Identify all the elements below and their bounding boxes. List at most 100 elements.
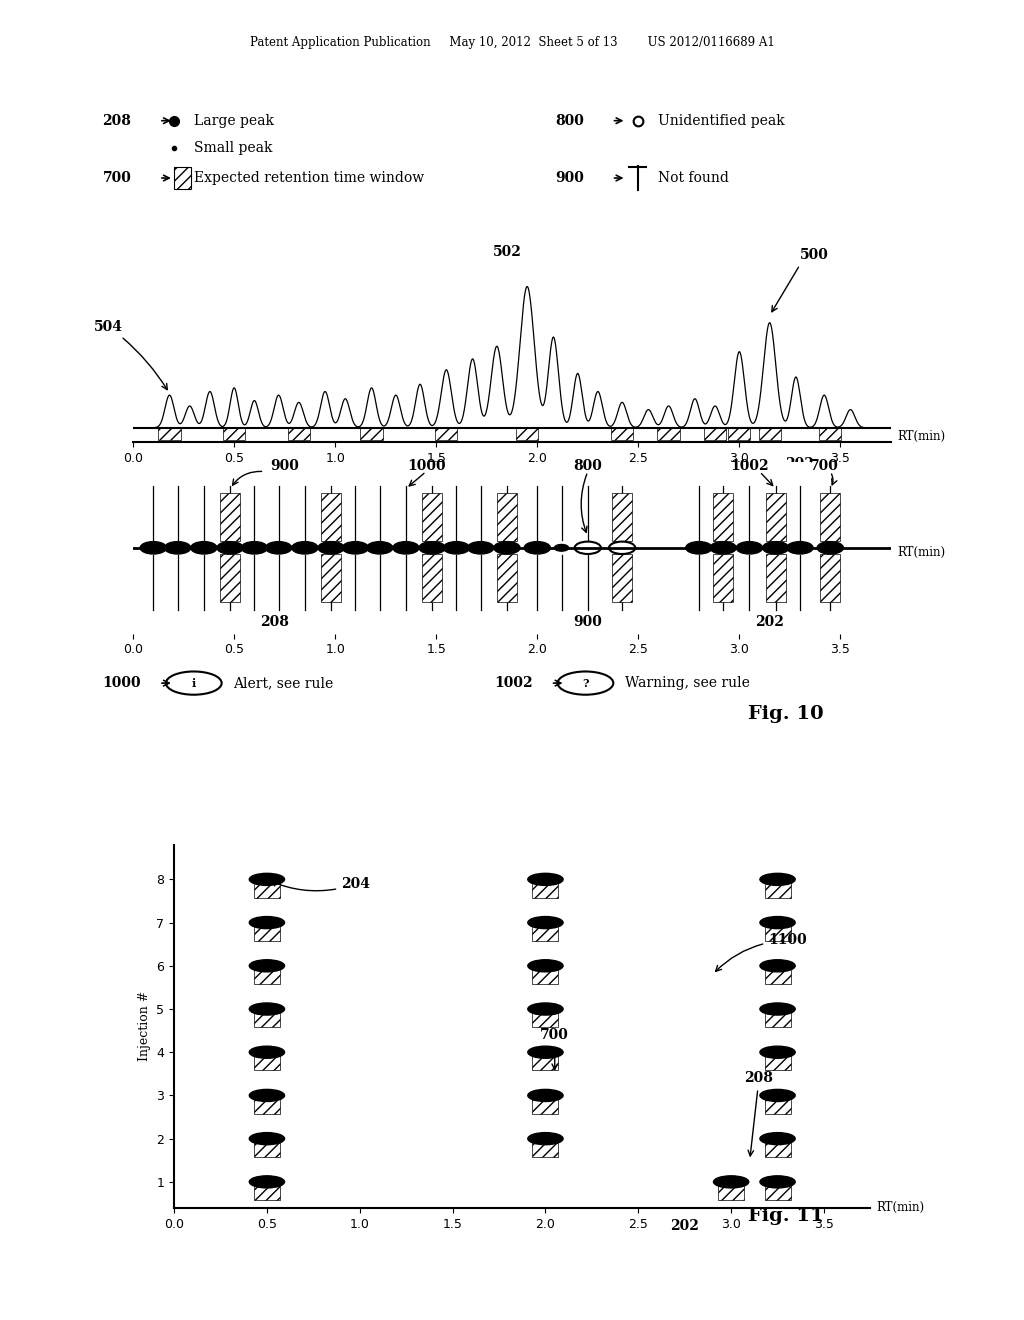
Bar <box>532 923 558 941</box>
Bar <box>174 168 191 189</box>
Text: Unidentified peak: Unidentified peak <box>657 114 784 128</box>
Bar <box>254 1139 280 1156</box>
Text: 700: 700 <box>810 458 839 473</box>
Text: 500: 500 <box>800 248 828 263</box>
Bar <box>713 554 733 602</box>
Bar <box>765 1008 791 1027</box>
Text: 1000: 1000 <box>407 458 445 473</box>
Text: RT(min): RT(min) <box>876 1201 924 1214</box>
Ellipse shape <box>249 1047 285 1059</box>
Bar <box>657 428 680 441</box>
Circle shape <box>393 541 419 554</box>
Circle shape <box>217 541 244 554</box>
Circle shape <box>318 541 344 554</box>
Text: 502: 502 <box>493 244 521 259</box>
Bar <box>532 1096 558 1114</box>
Bar <box>766 494 785 541</box>
Ellipse shape <box>527 916 563 929</box>
Circle shape <box>342 541 369 554</box>
Circle shape <box>242 541 267 554</box>
Text: 202: 202 <box>671 1218 699 1233</box>
Ellipse shape <box>714 1176 749 1188</box>
Bar <box>820 554 841 602</box>
Ellipse shape <box>249 1089 285 1101</box>
Text: Expected retention time window: Expected retention time window <box>194 172 424 185</box>
Text: 204: 204 <box>271 876 371 891</box>
Text: 1002: 1002 <box>730 458 769 473</box>
Text: Warning, see rule: Warning, see rule <box>625 676 750 690</box>
Circle shape <box>736 541 763 554</box>
Ellipse shape <box>760 1003 796 1015</box>
Bar <box>435 428 458 441</box>
Bar <box>532 1008 558 1027</box>
Bar <box>516 428 539 441</box>
Bar <box>254 1052 280 1071</box>
Ellipse shape <box>760 916 796 929</box>
Bar <box>220 494 241 541</box>
Bar <box>254 1096 280 1114</box>
Circle shape <box>710 541 736 554</box>
Bar <box>765 966 791 983</box>
Circle shape <box>140 541 167 554</box>
Text: 700: 700 <box>102 172 131 185</box>
Circle shape <box>786 541 813 554</box>
Ellipse shape <box>249 960 285 972</box>
Bar <box>254 923 280 941</box>
Ellipse shape <box>760 1047 796 1059</box>
Text: 900: 900 <box>555 172 584 185</box>
Bar <box>288 428 310 441</box>
Ellipse shape <box>249 1003 285 1015</box>
Text: 1002: 1002 <box>495 676 532 690</box>
Bar <box>765 879 791 898</box>
Bar <box>254 1181 280 1200</box>
Bar <box>766 554 785 602</box>
Bar <box>611 428 633 441</box>
Bar <box>765 1096 791 1114</box>
Bar <box>765 1139 791 1156</box>
Ellipse shape <box>760 1176 796 1188</box>
Text: Fig. 11: Fig. 11 <box>748 1206 823 1225</box>
Circle shape <box>763 541 788 554</box>
Bar <box>765 1052 791 1071</box>
Bar <box>718 1181 744 1200</box>
Circle shape <box>419 541 445 554</box>
Bar <box>254 1008 280 1027</box>
Text: 1100: 1100 <box>716 933 807 972</box>
Bar <box>532 966 558 983</box>
Circle shape <box>524 541 550 554</box>
Text: 1000: 1000 <box>102 676 141 690</box>
Text: 208: 208 <box>260 615 289 628</box>
Circle shape <box>817 541 844 554</box>
Bar <box>422 494 442 541</box>
Circle shape <box>443 541 470 554</box>
Text: 900: 900 <box>270 458 299 473</box>
Text: Patent Application Publication     May 10, 2012  Sheet 5 of 13        US 2012/01: Patent Application Publication May 10, 2… <box>250 36 774 49</box>
Circle shape <box>367 541 393 554</box>
Text: 700: 700 <box>541 1028 569 1069</box>
Text: ?: ? <box>583 677 589 689</box>
Bar <box>497 494 517 541</box>
Bar <box>220 554 241 602</box>
Text: RT(min): RT(min) <box>897 546 945 560</box>
Bar <box>322 494 341 541</box>
Ellipse shape <box>527 1133 563 1144</box>
Bar <box>820 494 841 541</box>
Bar <box>223 428 246 441</box>
Circle shape <box>292 541 318 554</box>
Ellipse shape <box>527 874 563 886</box>
Ellipse shape <box>760 960 796 972</box>
Bar <box>612 554 632 602</box>
Ellipse shape <box>527 1003 563 1015</box>
Bar <box>532 1052 558 1071</box>
Bar <box>322 554 341 602</box>
Circle shape <box>494 541 520 554</box>
Bar <box>254 879 280 898</box>
Bar <box>422 554 442 602</box>
Bar <box>612 494 632 541</box>
Ellipse shape <box>527 1089 563 1101</box>
Circle shape <box>265 541 292 554</box>
Y-axis label: Injection #: Injection # <box>138 991 151 1061</box>
Text: 900: 900 <box>573 615 602 628</box>
Text: 208: 208 <box>102 114 131 128</box>
Bar <box>765 1181 791 1200</box>
